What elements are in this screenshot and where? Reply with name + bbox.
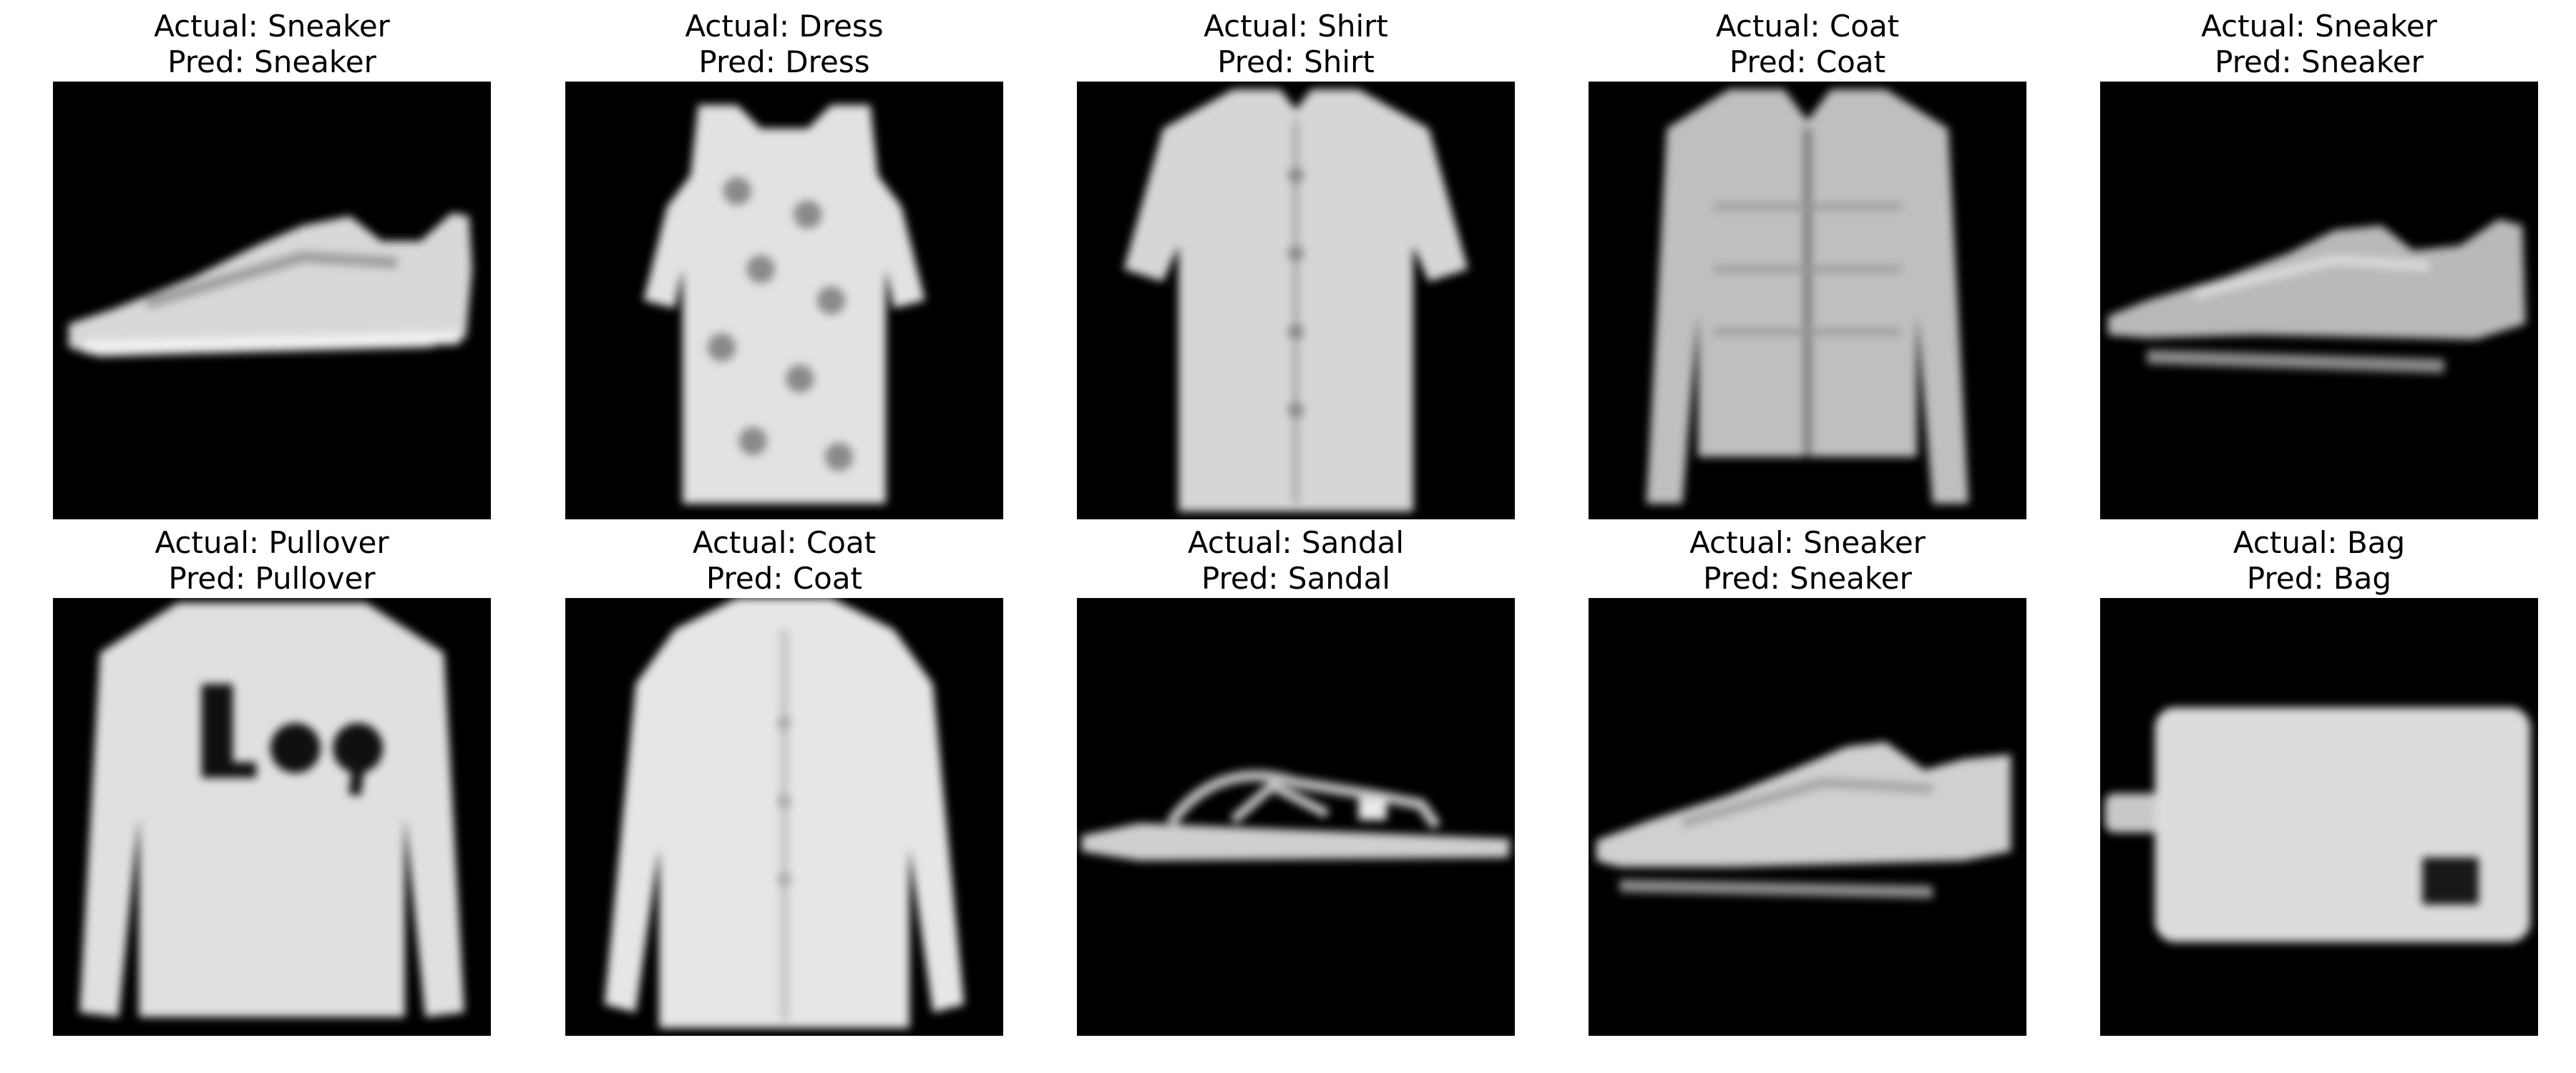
actual-label: Actual: Sandal bbox=[1187, 525, 1405, 560]
sample-panel-5: Actual: Sneaker Pred: Sneaker bbox=[2100, 0, 2538, 519]
sample-caption-4: Actual: Coat Pred: Coat bbox=[1560, 9, 2055, 80]
sample-image-sneaker bbox=[53, 82, 491, 519]
actual-label: Actual: Pullover bbox=[155, 525, 389, 560]
sample-caption-9: Actual: Sneaker Pred: Sneaker bbox=[1560, 525, 2055, 597]
sample-image-sneaker bbox=[2100, 82, 2538, 519]
pred-label: Pred: Sneaker bbox=[167, 44, 376, 79]
sample-image-pullover bbox=[53, 598, 491, 1036]
sample-panel-6: Actual: Pullover Pred: Pullover bbox=[53, 516, 491, 1036]
pred-label: Pred: Coat bbox=[706, 561, 863, 596]
actual-label: Actual: Sneaker bbox=[1689, 525, 1926, 560]
sample-caption-7: Actual: Coat Pred: Coat bbox=[537, 525, 1032, 597]
sample-caption-2: Actual: Dress Pred: Dress bbox=[537, 9, 1032, 80]
sample-panel-2: Actual: Dress Pred: Dress bbox=[565, 0, 1003, 519]
pred-label: Pred: Dress bbox=[698, 44, 870, 79]
sample-panel-9: Actual: Sneaker Pred: Sneaker bbox=[1589, 516, 2026, 1036]
sample-image-dress bbox=[565, 82, 1003, 519]
actual-label: Actual: Shirt bbox=[1204, 9, 1388, 44]
sample-image-coat bbox=[565, 598, 1003, 1036]
actual-label: Actual: Dress bbox=[685, 9, 884, 44]
sample-panel-3: Actual: Shirt Pred: Shirt bbox=[1077, 0, 1515, 519]
pred-label: Pred: Sandal bbox=[1201, 561, 1391, 596]
pred-label: Pred: Bag bbox=[2246, 561, 2392, 596]
sample-caption-6: Actual: Pullover Pred: Pullover bbox=[24, 525, 519, 597]
actual-label: Actual: Coat bbox=[692, 525, 877, 560]
sample-image-sandal bbox=[1077, 598, 1515, 1036]
sample-panel-10: Actual: Bag Pred: Bag bbox=[2100, 516, 2538, 1036]
sample-caption-10: Actual: Bag Pred: Bag bbox=[2072, 525, 2567, 597]
sample-image-bag bbox=[2100, 598, 2538, 1036]
sample-caption-1: Actual: Sneaker Pred: Sneaker bbox=[24, 9, 519, 80]
pred-label: Pred: Shirt bbox=[1217, 44, 1375, 79]
sample-caption-8: Actual: Sandal Pred: Sandal bbox=[1048, 525, 1543, 597]
actual-label: Actual: Sneaker bbox=[2201, 9, 2437, 44]
sample-panel-4: Actual: Coat Pred: Coat bbox=[1589, 0, 2026, 519]
sample-panel-8: Actual: Sandal Pred: Sandal bbox=[1077, 516, 1515, 1036]
pred-label: Pred: Pullover bbox=[168, 561, 376, 596]
pred-label: Pred: Sneaker bbox=[2215, 44, 2424, 79]
actual-label: Actual: Coat bbox=[1715, 9, 1900, 44]
sample-image-shirt bbox=[1077, 82, 1515, 519]
pred-label: Pred: Coat bbox=[1729, 44, 1886, 79]
sample-caption-3: Actual: Shirt Pred: Shirt bbox=[1048, 9, 1543, 80]
sample-caption-5: Actual: Sneaker Pred: Sneaker bbox=[2072, 9, 2567, 80]
sample-image-coat bbox=[1589, 82, 2026, 519]
pred-label: Pred: Sneaker bbox=[1703, 561, 1912, 596]
sample-panel-7: Actual: Coat Pred: Coat bbox=[565, 516, 1003, 1036]
actual-label: Actual: Sneaker bbox=[154, 9, 390, 44]
sample-panel-1: Actual: Sneaker Pred: Sneaker bbox=[53, 0, 491, 519]
sample-image-sneaker bbox=[1589, 598, 2026, 1036]
actual-label: Actual: Bag bbox=[2233, 525, 2406, 560]
